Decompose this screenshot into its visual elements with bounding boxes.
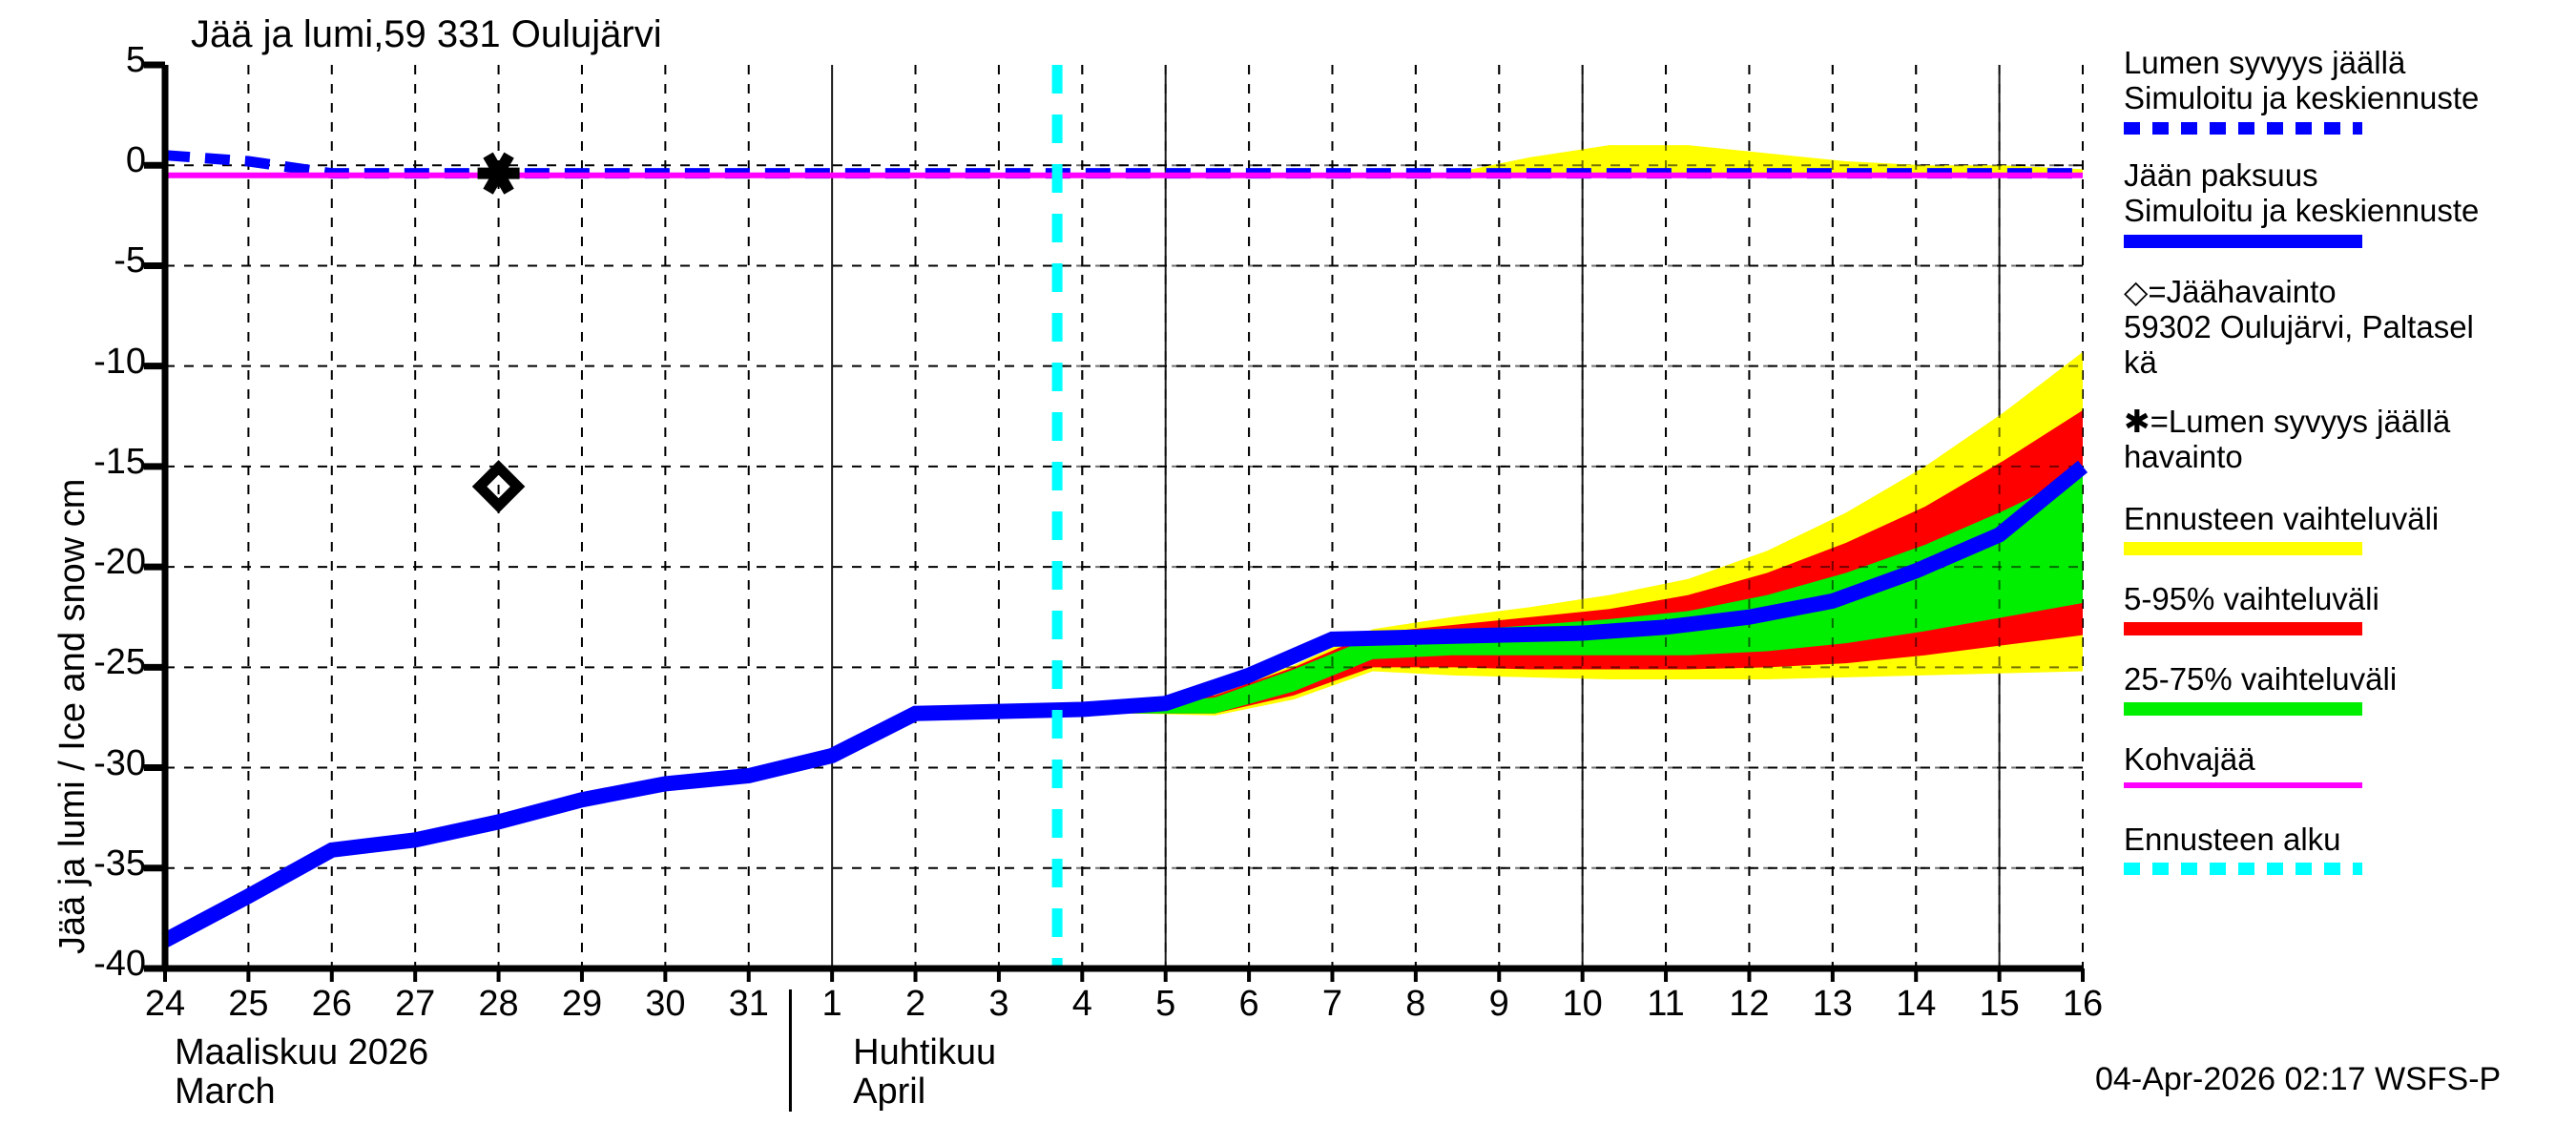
legend-item-label: havainto (2124, 438, 2243, 474)
y-axis-tick-label: 0 (125, 140, 146, 181)
y-axis-tick-label: -15 (93, 441, 146, 482)
x-axis-tick-label: 25 (228, 984, 269, 1024)
x-axis-tick-label: 27 (395, 984, 436, 1024)
ice-observation-marker (471, 460, 526, 513)
legend-item-label: ◇=Jäähavainto (2124, 274, 2337, 309)
x-axis-tick-label: 5 (1155, 984, 1176, 1024)
x-axis-tick-label: 2 (904, 984, 926, 1024)
x-axis-tick-label: 8 (1405, 984, 1426, 1024)
legend-swatch-snow-depth-on-ice (2124, 122, 2362, 135)
y-axis-tick-label: -30 (93, 742, 146, 783)
legend-swatch-forecast-start (2124, 863, 2362, 875)
legend-item-forecast-start[interactable]: Ennusteen alku (2124, 822, 2341, 858)
legend-item-label: 5-95% vaihteluväli (2124, 581, 2379, 616)
month-label-en: March (175, 1072, 276, 1113)
snow-observation-marker (477, 152, 520, 195)
y-axis-tick-label: -20 (93, 542, 146, 583)
legend-item-snow-depth-on-ice[interactable]: Lumen syvyys jäällä Simuloitu ja keskienn… (2124, 45, 2480, 116)
legend-swatch-forecast-range (2124, 542, 2362, 555)
x-axis-tick-label: 3 (988, 984, 1009, 1024)
month-label: Maaliskuu 2026 March (175, 1032, 429, 1113)
legend-item-label: Simuloitu ja keskiennuste (2124, 192, 2480, 228)
legend-item-label: Simuloitu ja keskiennuste (2124, 79, 2480, 115)
forecast-band (1057, 472, 2083, 714)
legend-item-label: Jään paksuus (2124, 157, 2318, 193)
legend-item-label: kä (2124, 344, 2157, 380)
series-line (161, 460, 2088, 947)
legend-swatch-range-25-75 (2124, 702, 2362, 716)
x-axis-tick-label: 29 (561, 984, 603, 1024)
legend-item-label: Lumen syvyys jäällä (2124, 45, 2406, 80)
x-axis-tick-label: 12 (1729, 984, 1770, 1024)
y-axis-tick-label: -40 (93, 944, 146, 984)
legend-item-range-25-75[interactable]: 25-75% vaihteluväli (2124, 661, 2398, 697)
legend-item-label: 59302 Oulujärvi, Paltasel (2124, 308, 2474, 344)
y-axis-tick-label: -10 (93, 341, 146, 382)
x-axis-tick-label: 26 (311, 984, 352, 1024)
x-axis-tick-label: 14 (1896, 984, 1937, 1024)
legend-item-forecast-range[interactable]: Ennusteen vaihteluväli (2124, 501, 2440, 537)
x-axis-tick-label: 28 (478, 984, 519, 1024)
x-axis-tick-label: 9 (1488, 984, 1509, 1024)
legend-item-ice-observation[interactable]: ◇=Jäähavainto 59302 Oulujärvi, Paltasel kä (2124, 274, 2474, 381)
footer-timestamp: 04-Apr-2026 02:17 WSFS-P (2095, 1061, 2502, 1097)
x-axis-tick-label: 7 (1321, 984, 1343, 1024)
x-axis-tick-label: 4 (1071, 984, 1092, 1024)
y-axis-tick-label: 5 (125, 40, 146, 80)
legend-item-label: Kohvajää (2124, 741, 2255, 777)
legend-item-label: ✱=Lumen syvyys jäällä (2124, 404, 2451, 439)
month-label-fi: Maaliskuu 2026 (175, 1032, 429, 1072)
month-label: Huhtikuu April (853, 1032, 997, 1113)
legend-swatch-slush-ice (2124, 782, 2362, 788)
legend-swatch-range-5-95 (2124, 622, 2362, 635)
legend-item-label: Ennusteen vaihteluväli (2124, 501, 2440, 536)
legend-item-snow-depth-observation[interactable]: ✱=Lumen syvyys jäällä havainto (2124, 404, 2451, 475)
x-axis-tick-label: 24 (144, 984, 186, 1024)
y-axis-tick-label: -5 (114, 240, 146, 281)
legend-swatch-ice-thickness (2124, 235, 2362, 248)
x-axis-tick-label: 31 (728, 984, 769, 1024)
x-axis-tick-label: 16 (2062, 984, 2104, 1024)
x-axis-tick-label: 6 (1238, 984, 1259, 1024)
month-label-fi: Huhtikuu (853, 1032, 997, 1072)
x-axis-tick-label: 1 (821, 984, 842, 1024)
page-title: Jää ja lumi,59 331 Oulujärvi (191, 13, 662, 55)
y-axis-tick-label: -25 (93, 642, 146, 683)
x-axis-tick-label: 11 (1647, 984, 1685, 1024)
legend-item-range-5-95[interactable]: 5-95% vaihteluväli (2124, 581, 2379, 617)
y-axis-tick-label: -35 (93, 843, 146, 884)
legend-item-label: 25-75% vaihteluväli (2124, 661, 2398, 697)
legend-item-ice-thickness[interactable]: Jään paksuus Simuloitu ja keskiennuste (2124, 157, 2480, 229)
month-label-en: April (853, 1072, 926, 1113)
x-axis-tick-label: 10 (1562, 984, 1603, 1024)
x-axis-tick-label: 30 (645, 984, 686, 1024)
x-axis-tick-label: 13 (1812, 984, 1853, 1024)
legend-item-slush-ice[interactable]: Kohvajää (2124, 741, 2255, 778)
forecast-band (1057, 145, 2083, 174)
legend-item-label: Ennusteen alku (2124, 822, 2341, 857)
x-axis-tick-label: 15 (1979, 984, 2020, 1024)
